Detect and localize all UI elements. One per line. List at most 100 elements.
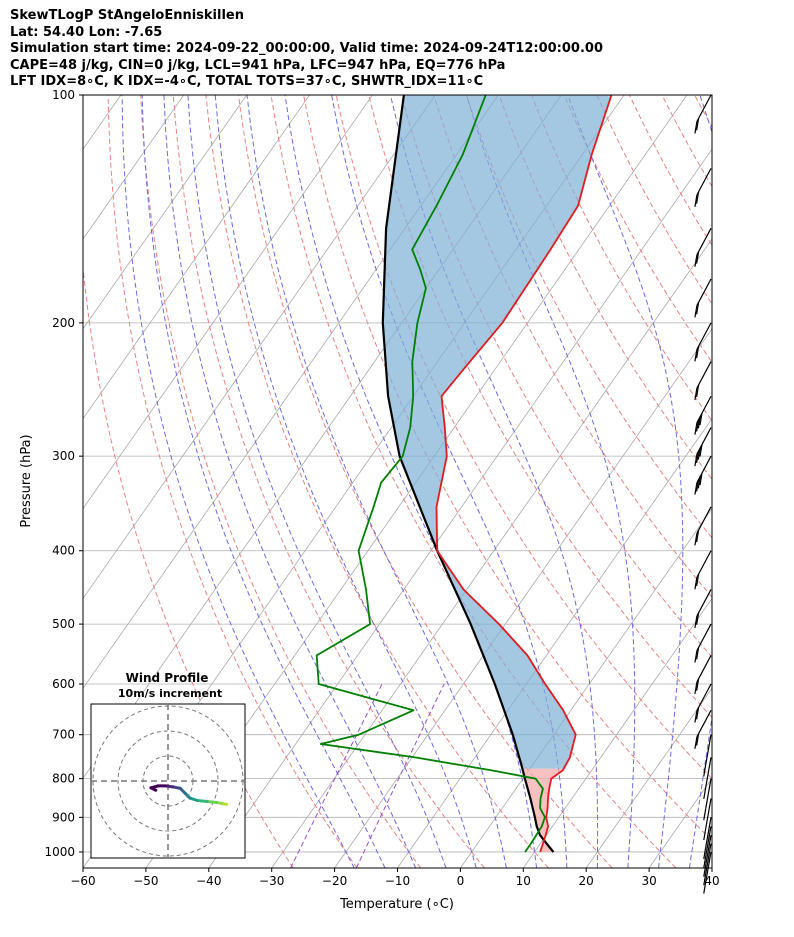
moist-adiabat [246, 95, 507, 868]
wind-barb [703, 734, 712, 777]
wind-barb [694, 322, 712, 362]
isotherm [775, 95, 794, 868]
wind-barb [703, 757, 712, 800]
dry-adiabat [563, 95, 712, 364]
wind-barb [703, 826, 712, 868]
isotherm [208, 148, 712, 868]
hodograph-trace [195, 799, 209, 803]
wind-barb [694, 228, 712, 267]
chart-header: SkewTLogP StAngeloEnniskillen Lat: 54.40… [10, 8, 603, 91]
isotherm [83, 95, 310, 420]
hodograph-subtitle: 10m/s increment [118, 687, 222, 700]
y-tick-label: 300 [52, 449, 75, 463]
x-tick-label: −10 [385, 874, 410, 888]
moist-adiabat [214, 95, 477, 868]
moist-adiabat [752, 95, 794, 868]
dry-adiabat [661, 95, 712, 188]
isotherm [522, 597, 712, 868]
y-tick-label: 800 [52, 772, 75, 786]
y-tick-label: 600 [52, 677, 75, 691]
x-tick-label: −50 [133, 874, 158, 888]
wind-barb [694, 278, 712, 318]
x-tick-label: 40 [704, 874, 719, 888]
location-line: Lat: 54.40 Lon: -7.65 [10, 24, 163, 40]
wind-barb [703, 851, 712, 894]
wind-barb [703, 817, 712, 859]
moist-adiabat [187, 95, 447, 868]
x-tick-label: 30 [641, 874, 656, 888]
y-tick-label: 700 [52, 728, 75, 742]
parcel-profile-line [381, 95, 555, 853]
wind-barb [694, 683, 712, 723]
dry-adiabat [107, 95, 358, 868]
cape-area [382, 95, 612, 769]
temperature-profile-line [435, 95, 613, 853]
dry-adiabat [596, 95, 712, 305]
y-tick-label: 400 [52, 544, 75, 558]
wind-barb [694, 455, 712, 495]
indices-line-2: LFT IDX=8∘C, K IDX=-4∘C, TOTAL TOTS=37∘C… [10, 74, 484, 89]
dry-adiabat [727, 95, 794, 868]
isotherm [83, 95, 248, 330]
wind-barb [694, 710, 712, 749]
x-tick-label: 10 [516, 874, 531, 888]
isotherm [711, 867, 712, 868]
dry-adiabat [694, 95, 712, 129]
y-tick-label: 1000 [44, 845, 75, 859]
dry-adiabat [628, 95, 712, 247]
isotherm [83, 95, 436, 600]
moist-adiabat [331, 95, 568, 868]
wind-barb [694, 655, 712, 695]
moist-adiabat [466, 95, 636, 868]
isotherm [585, 687, 712, 868]
hodograph: Wind Profile 10m/s increment [90, 671, 246, 859]
wind-barb [694, 94, 712, 134]
wind-barb [694, 550, 712, 590]
wind-barb [694, 395, 712, 435]
dry-adiabat [205, 95, 549, 868]
y-tick-label: 900 [52, 810, 75, 824]
hodograph-trace [149, 786, 158, 792]
isotherm [83, 95, 185, 240]
mixing-ratio-line [355, 683, 445, 868]
moist-adiabat [121, 95, 355, 868]
isotherm [271, 238, 712, 868]
x-axis-label: Temperature (∘C) [339, 897, 454, 912]
moist-adiabat [720, 95, 794, 868]
wind-barb [694, 168, 712, 207]
hodograph-title: Wind Profile [126, 671, 209, 685]
hodograph-trace [205, 799, 219, 804]
dry-adiabat [140, 95, 422, 868]
mixing-ratio-line [290, 683, 383, 868]
dry-adiabat [335, 95, 712, 780]
indices-line-1: CAPE=48 j/kg, CIN=0 j/kg, LCL=941 hPa, L… [10, 57, 506, 73]
y-tick-label: 100 [52, 88, 75, 102]
x-tick-label: 0 [457, 874, 465, 888]
dewpoint-profile-line [315, 95, 546, 853]
cin-area [522, 768, 564, 852]
moist-adiabat [567, 95, 684, 868]
isotherm [334, 328, 712, 868]
y-tick-label: 200 [52, 316, 75, 330]
wind-barb [694, 427, 712, 467]
hodograph-ring [117, 730, 219, 832]
chart-title: SkewTLogP StAngeloEnniskillen [10, 8, 244, 23]
wind-barb [694, 623, 712, 663]
wind-barb [694, 361, 712, 401]
x-tick-label: −20 [322, 874, 347, 888]
time-line: Simulation start time: 2024-09-22_00:00:… [10, 41, 603, 56]
x-tick-label: −40 [196, 874, 221, 888]
wind-barb [703, 778, 712, 821]
dry-adiabat [238, 95, 613, 868]
isotherm [83, 95, 373, 510]
isotherm [397, 418, 712, 868]
x-tick-label: 20 [579, 874, 594, 888]
wind-barb [703, 834, 712, 877]
dry-adiabat [172, 95, 485, 868]
wind-barb [694, 506, 712, 546]
x-tick-label: −30 [259, 874, 284, 888]
wind-barb [703, 798, 712, 841]
wind-barb [694, 589, 712, 629]
moist-adiabat [389, 95, 599, 868]
